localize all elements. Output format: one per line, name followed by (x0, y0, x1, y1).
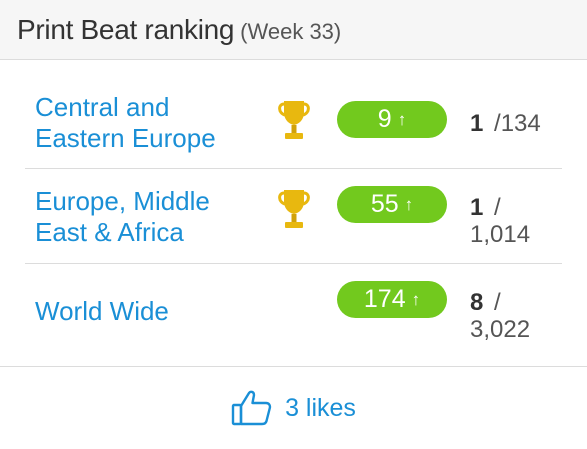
ranking-row-central-eastern-europe[interactable]: Central and Eastern Europe 9 ↑ 1 /134 (25, 70, 562, 169)
rank-total: /134 (494, 110, 541, 137)
score-pill: 55 ↑ (337, 186, 447, 223)
trophy-icon (278, 101, 310, 139)
region-name[interactable]: World Wide (35, 296, 169, 326)
score-value: 55 (370, 190, 399, 218)
rank-number: 8 (470, 289, 484, 316)
score-value: 9 (377, 105, 392, 133)
region-name[interactable]: Central and Eastern Europe (35, 92, 216, 153)
rank-position: 1 / 1,014 (470, 194, 562, 248)
arrow-up-icon: ↑ (404, 194, 414, 214)
score-pill: 9 ↑ (337, 101, 447, 138)
score-value: 174 (363, 285, 406, 313)
arrow-up-icon: ↑ (411, 289, 421, 309)
rank-position: 1 /134 (470, 110, 562, 137)
rank-number: 1 (470, 110, 484, 137)
ranking-list: Central and Eastern Europe 9 ↑ 1 /134 (25, 70, 562, 360)
score-pill: 174 ↑ (337, 281, 447, 318)
card-footer: 3 likes (0, 366, 587, 449)
ranking-row-world-wide[interactable]: World Wide 174 ↑ 8 / 3,022 (25, 264, 562, 360)
rank-total: / (494, 194, 501, 221)
thumbs-up-icon (231, 390, 272, 426)
rank-total-count: 1,014 (470, 221, 531, 248)
rank-total-count: 3,022 (470, 316, 531, 343)
week-label: (Week 33) (240, 18, 342, 44)
rank-total: / (494, 289, 501, 316)
rank-position: 8 / 3,022 (470, 289, 562, 343)
likes-button[interactable]: 3 likes (231, 389, 356, 427)
page-title: Print Beat ranking (17, 13, 235, 45)
likes-count: 3 likes (285, 393, 356, 422)
trophy-icon (278, 190, 310, 228)
ranking-row-emea[interactable]: Europe, Middle East & Africa 55 ↑ 1 / 1,… (25, 169, 562, 264)
rank-number: 1 (470, 194, 484, 221)
region-name[interactable]: Europe, Middle East & Africa (35, 186, 210, 247)
card-header: Print Beat ranking (Week 33) (0, 0, 587, 60)
arrow-up-icon: ↑ (397, 109, 407, 129)
